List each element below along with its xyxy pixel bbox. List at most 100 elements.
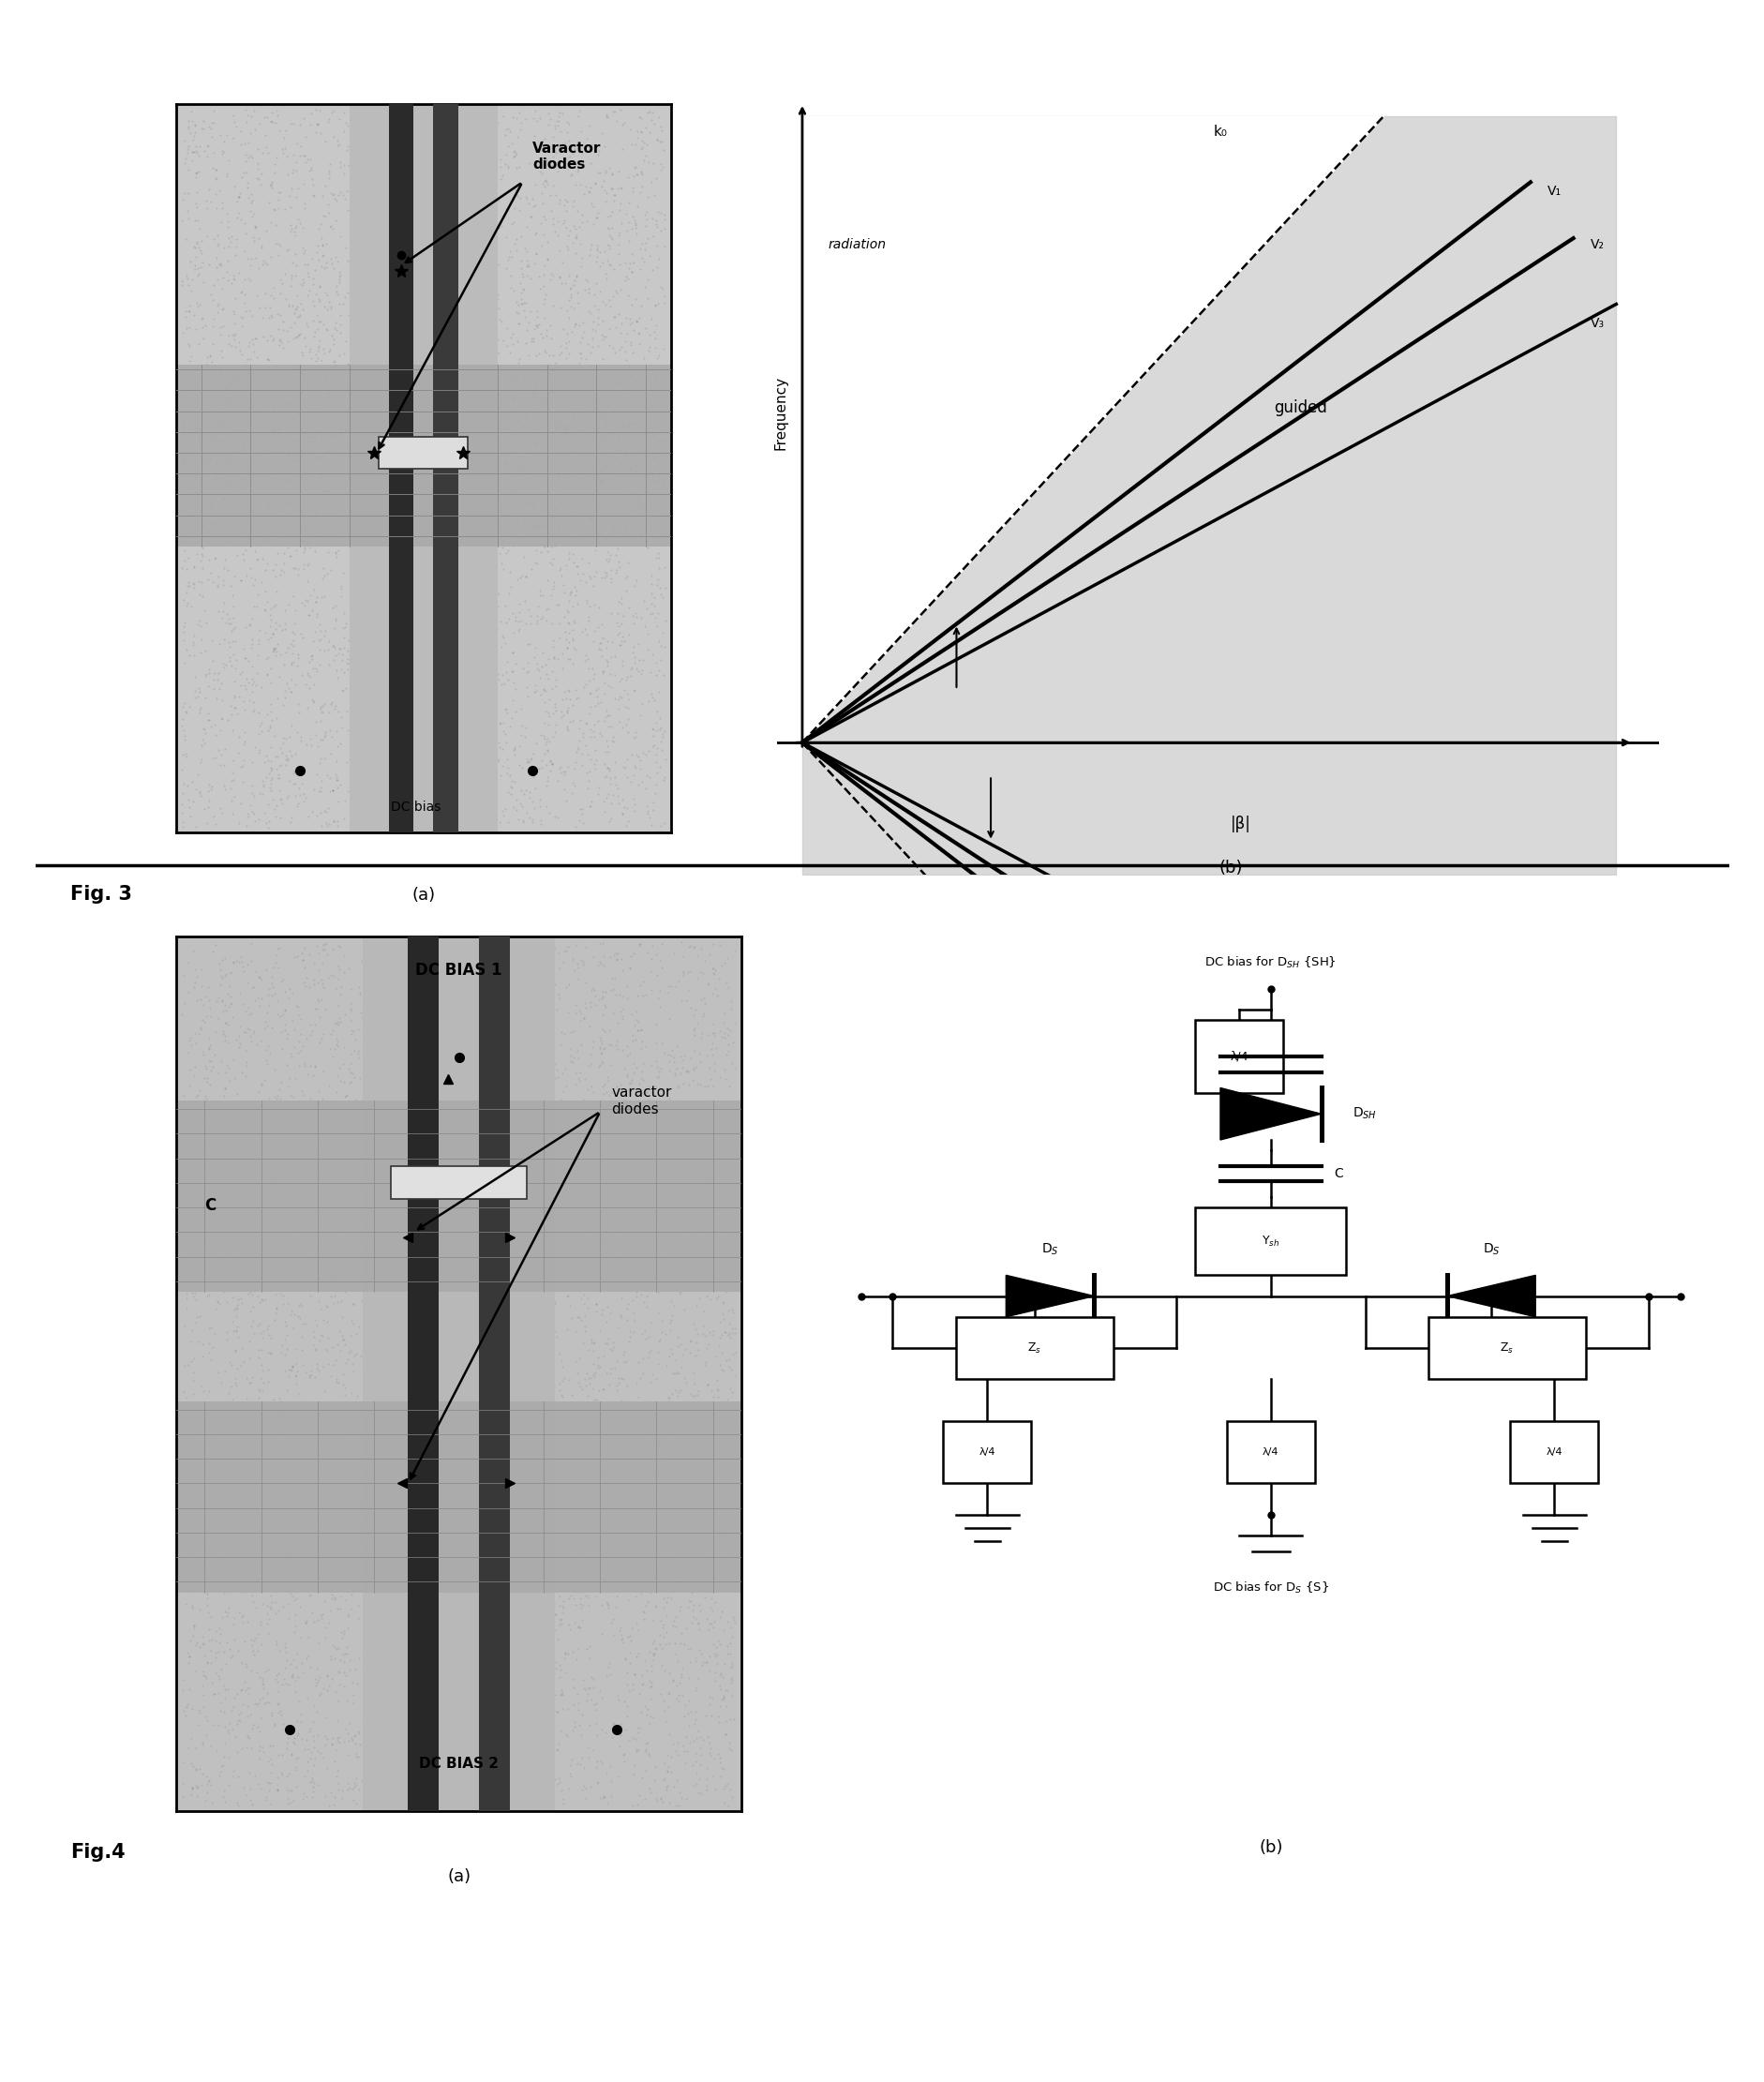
Point bbox=[545, 1097, 573, 1131]
Point bbox=[254, 1255, 282, 1289]
Point bbox=[642, 210, 670, 244]
Point bbox=[508, 1349, 536, 1382]
Point bbox=[662, 1051, 690, 1085]
Point bbox=[250, 1422, 279, 1455]
Point bbox=[288, 1260, 316, 1293]
Point bbox=[305, 269, 333, 302]
Point bbox=[586, 427, 614, 460]
Point bbox=[416, 1647, 445, 1680]
Point bbox=[404, 1784, 432, 1818]
Point bbox=[489, 1255, 517, 1289]
Point bbox=[235, 356, 263, 389]
Point bbox=[289, 1451, 318, 1484]
Point bbox=[563, 731, 591, 764]
Point bbox=[400, 1468, 429, 1501]
Point bbox=[249, 248, 277, 281]
Point bbox=[247, 1661, 275, 1695]
Point bbox=[475, 1349, 503, 1382]
Point bbox=[612, 1655, 640, 1689]
Point bbox=[499, 192, 527, 225]
Point bbox=[603, 1362, 632, 1395]
Point bbox=[310, 633, 339, 666]
Point bbox=[321, 639, 349, 672]
Point bbox=[277, 799, 305, 833]
Point bbox=[557, 1378, 586, 1412]
Point bbox=[480, 179, 508, 212]
Point bbox=[252, 1253, 280, 1287]
Point bbox=[441, 1653, 469, 1686]
Point bbox=[187, 300, 215, 333]
Point bbox=[222, 1430, 250, 1464]
Point bbox=[407, 1185, 436, 1218]
Point bbox=[171, 606, 199, 639]
Point bbox=[377, 1091, 406, 1124]
Point bbox=[199, 1270, 228, 1303]
Point bbox=[369, 454, 397, 487]
Point bbox=[282, 291, 310, 325]
Point bbox=[256, 770, 284, 804]
Point bbox=[510, 358, 538, 391]
Point bbox=[423, 1053, 452, 1087]
Point bbox=[614, 1066, 642, 1099]
Point bbox=[393, 1056, 422, 1089]
Point bbox=[395, 1397, 423, 1430]
Point bbox=[250, 616, 279, 650]
Point bbox=[524, 1110, 552, 1143]
Point bbox=[224, 1703, 252, 1736]
Point bbox=[220, 364, 249, 398]
Point bbox=[497, 770, 526, 804]
Point bbox=[635, 329, 663, 362]
Point bbox=[573, 1291, 602, 1324]
Point bbox=[462, 1630, 490, 1664]
Point bbox=[175, 400, 203, 433]
Point bbox=[559, 1041, 587, 1074]
Point bbox=[609, 620, 637, 654]
Point bbox=[617, 1024, 646, 1058]
Point bbox=[467, 364, 496, 398]
Point bbox=[266, 1487, 295, 1520]
Point bbox=[455, 508, 483, 541]
Point bbox=[298, 1095, 326, 1128]
Point bbox=[520, 219, 549, 252]
Point bbox=[379, 1745, 407, 1778]
Point bbox=[540, 1564, 568, 1597]
Point bbox=[303, 1734, 332, 1768]
Point bbox=[529, 1747, 557, 1780]
Point bbox=[475, 1239, 503, 1272]
Point bbox=[485, 806, 513, 839]
Point bbox=[617, 1472, 646, 1505]
Point bbox=[222, 1314, 250, 1347]
Point bbox=[402, 1672, 430, 1705]
Point bbox=[406, 1316, 434, 1349]
Point bbox=[272, 1449, 300, 1482]
Point bbox=[411, 1441, 439, 1474]
Point bbox=[316, 1641, 344, 1674]
Point bbox=[235, 1534, 263, 1568]
Point bbox=[293, 962, 321, 995]
Point bbox=[231, 464, 259, 498]
Point bbox=[591, 256, 619, 289]
Point bbox=[520, 1272, 549, 1305]
Point bbox=[263, 1170, 291, 1203]
Point bbox=[499, 1060, 527, 1093]
Point bbox=[445, 221, 473, 254]
Point bbox=[243, 160, 272, 194]
Point bbox=[656, 1741, 684, 1774]
Point bbox=[205, 947, 233, 981]
Point bbox=[471, 381, 499, 414]
Point bbox=[379, 1291, 407, 1324]
Point bbox=[374, 1203, 402, 1237]
Point bbox=[365, 160, 393, 194]
Point bbox=[466, 1268, 494, 1301]
Point bbox=[519, 102, 547, 135]
Point bbox=[229, 1464, 258, 1497]
Point bbox=[649, 658, 677, 691]
Point bbox=[448, 221, 476, 254]
Point bbox=[367, 1478, 395, 1512]
Point bbox=[533, 789, 561, 822]
Point bbox=[564, 1062, 593, 1095]
Point bbox=[450, 1016, 478, 1049]
Point bbox=[602, 1418, 630, 1451]
Point bbox=[360, 1437, 388, 1470]
Point bbox=[213, 160, 242, 194]
